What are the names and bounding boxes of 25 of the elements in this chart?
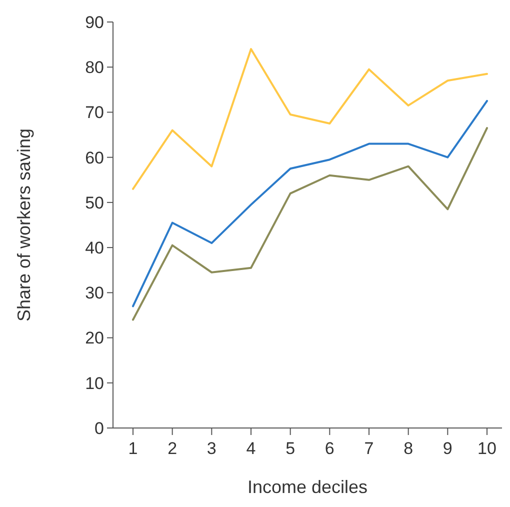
y-tick-label: 20 bbox=[85, 328, 104, 348]
y-tick-label: 40 bbox=[85, 238, 104, 258]
y-tick-label: 90 bbox=[85, 12, 104, 32]
y-tick-label: 70 bbox=[85, 103, 104, 122]
x-tick-label: 6 bbox=[324, 439, 334, 458]
x-tick-label: 10 bbox=[478, 439, 496, 458]
x-tick-label: 9 bbox=[442, 439, 452, 458]
x-axis-title: Income deciles bbox=[247, 477, 368, 497]
x-tick-label: 3 bbox=[206, 439, 216, 458]
y-tick-label: 30 bbox=[85, 284, 104, 303]
x-tick-label: 8 bbox=[404, 439, 414, 458]
y-tick-label: 10 bbox=[85, 374, 104, 393]
x-tick-label: 4 bbox=[246, 439, 256, 458]
x-tick-label: 2 bbox=[168, 439, 178, 458]
line-series bbox=[132, 100, 488, 308]
y-tick-label: 80 bbox=[85, 58, 104, 78]
y-axis-title: Share of workers saving bbox=[14, 128, 34, 322]
x-tick-label: 1 bbox=[128, 439, 138, 458]
y-tick-label: 50 bbox=[85, 193, 104, 212]
x-tick-label: 5 bbox=[286, 439, 296, 458]
y-tick-label: 0 bbox=[94, 418, 104, 438]
line-series bbox=[132, 48, 488, 190]
x-tick-label: 7 bbox=[364, 439, 374, 458]
line-series bbox=[132, 127, 488, 321]
y-tick-label: 60 bbox=[85, 148, 104, 168]
